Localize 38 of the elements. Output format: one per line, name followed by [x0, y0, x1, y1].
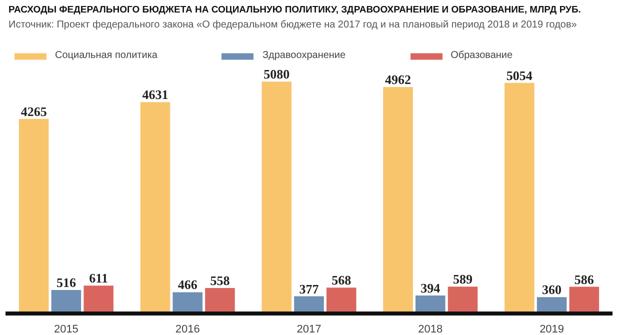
data-label: 360 [542, 282, 562, 298]
bar [172, 292, 202, 314]
data-label: 611 [89, 270, 108, 286]
x-tick-label: 2016 [175, 324, 200, 335]
data-label: 466 [178, 277, 198, 292]
data-label: 5054 [506, 68, 533, 83]
bar [140, 102, 170, 314]
data-label: 558 [210, 273, 230, 288]
x-tick-label: 2015 [54, 324, 78, 335]
data-label: 394 [420, 280, 441, 296]
legend-label: Образование [450, 50, 513, 61]
data-label: 4962 [385, 72, 412, 88]
data-label: 568 [332, 272, 352, 288]
bar [326, 288, 356, 314]
bar [383, 87, 413, 314]
data-label: 5080 [264, 66, 290, 82]
data-label: 377 [299, 281, 320, 296]
legend-label: Здравоохранение [262, 50, 346, 61]
bar [84, 286, 114, 314]
data-label: 4265 [20, 104, 48, 119]
data-label: 586 [574, 272, 594, 287]
bar [416, 296, 446, 314]
data-label: 589 [453, 272, 474, 287]
data-label: 4631 [142, 87, 168, 102]
chart-subtitle: Источник: Проект федерального закона «О федеральном бюджете на 2017 год и на плановый период 2018 и 2019 годов» [8, 20, 578, 30]
x-tick-label: 2017 [296, 324, 322, 335]
data-label: 516 [56, 274, 76, 290]
bar [504, 82, 534, 314]
bar [18, 118, 49, 314]
x-tick-label: 2018 [418, 324, 443, 335]
chart-title: РАСХОДЫ ФЕДЕРАЛЬНОГО БЮДЖЕТА НА СОЦИАЛЬНУЮ ПОЛИТИКУ, ЗДРАВООХРАНЕНИЕ И ОБРАЗОВАНИЕ, МЛРД РУБ. [8, 4, 581, 16]
bar [205, 288, 235, 314]
bar [51, 290, 82, 314]
bar [262, 82, 292, 314]
legend-label: Социальная политика [55, 50, 158, 61]
bar [569, 286, 600, 314]
bar [448, 286, 478, 314]
x-tick-label: 2019 [540, 324, 564, 335]
